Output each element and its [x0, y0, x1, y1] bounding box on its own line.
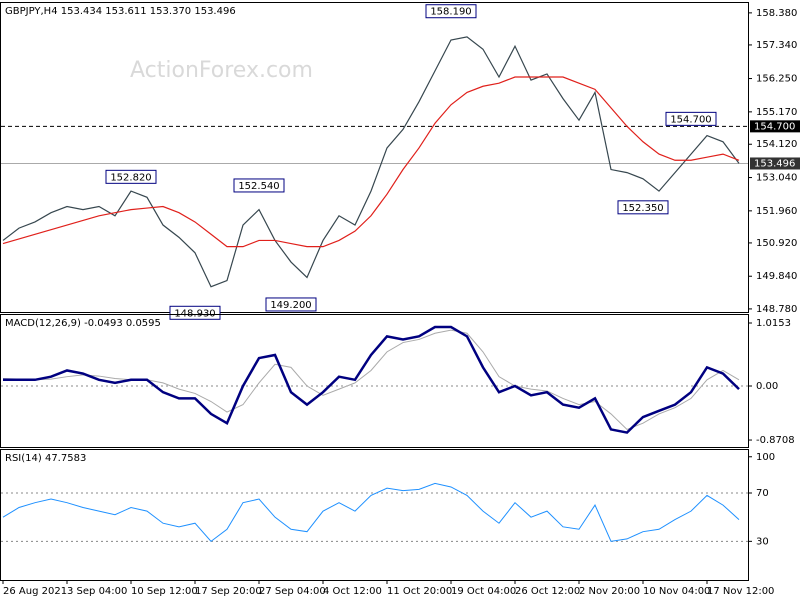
- price-label-box: [750, 120, 800, 133]
- annotation-box: [265, 297, 317, 312]
- y-tick-label: 100: [756, 452, 775, 463]
- panel-title: GBPJPY,H4 153.434 153.611 153.370 153.49…: [5, 6, 236, 17]
- annotation-label: 152.350: [622, 203, 663, 214]
- y-tick-label: 1.0153: [756, 318, 791, 329]
- annotation-label: 149.200: [270, 300, 311, 311]
- x-tick-label: 3 Sep 04:00: [67, 586, 127, 597]
- y-tick-label: 149.840: [756, 271, 797, 282]
- x-tick-label: 17 Sep 20:00: [195, 586, 262, 597]
- x-tick-label: 2 Nov 20:00: [579, 586, 640, 597]
- y-tick-label: 155.170: [756, 107, 797, 118]
- y-tick-label: 153.040: [756, 173, 797, 184]
- annotation-label: 152.820: [110, 172, 151, 183]
- y-tick-label: 70: [756, 488, 769, 499]
- price-label: 154.700: [754, 121, 795, 132]
- x-tick-label: 11 Oct 20:00: [387, 586, 452, 597]
- price-label-box: [750, 157, 800, 170]
- annotation-label: 158.190: [430, 7, 471, 18]
- annotation-box: [169, 305, 221, 320]
- y-tick-label: 0.00: [756, 381, 778, 392]
- annotation-label: 152.540: [238, 181, 279, 192]
- series-line: [2, 482, 740, 543]
- y-tick-label: -0.8708: [756, 435, 795, 446]
- series-line: [3, 325, 740, 434]
- x-tick-label: 17 Nov 12:00: [707, 586, 774, 597]
- annotation-box: [425, 4, 477, 19]
- y-tick-label: 154.120: [756, 139, 797, 150]
- x-tick-label: 26 Aug 2021: [3, 586, 67, 597]
- series-line: [2, 76, 740, 248]
- annotation-box: [665, 111, 717, 126]
- annotation-label: 154.700: [670, 114, 711, 125]
- series-line: [2, 36, 740, 288]
- annotation-box: [617, 200, 669, 215]
- y-tick-label: 30: [756, 536, 769, 547]
- x-tick-label: 10 Nov 04:00: [643, 586, 710, 597]
- y-tick-label: 158.380: [756, 8, 797, 19]
- price-label: 153.496: [754, 158, 795, 169]
- panel-frame: [0, 2, 749, 313]
- annotation-box: [105, 169, 157, 184]
- series-line: [2, 329, 740, 431]
- annotation-label: 148.930: [174, 308, 215, 319]
- y-tick-label: 148.780: [756, 304, 797, 315]
- x-tick-label: 4 Oct 12:00: [323, 586, 382, 597]
- y-tick-label: 151.960: [756, 206, 797, 217]
- panel-title: MACD(12,26,9) -0.0493 0.0595: [5, 318, 161, 329]
- y-tick-label: 156.250: [756, 74, 797, 85]
- y-tick-label: 150.920: [756, 238, 797, 249]
- panel-frame: [0, 314, 749, 448]
- panel-title: RSI(14) 47.7583: [5, 453, 86, 464]
- x-tick-label: 10 Sep 12:00: [131, 586, 198, 597]
- x-tick-label: 26 Oct 12:00: [515, 586, 580, 597]
- x-tick-label: 19 Oct 04:00: [451, 586, 516, 597]
- y-tick-label: 157.340: [756, 40, 797, 51]
- x-tick-label: 27 Sep 04:00: [259, 586, 326, 597]
- panel-frame: [0, 449, 749, 581]
- annotation-box: [233, 178, 285, 193]
- watermark: ActionForex.com: [130, 58, 313, 83]
